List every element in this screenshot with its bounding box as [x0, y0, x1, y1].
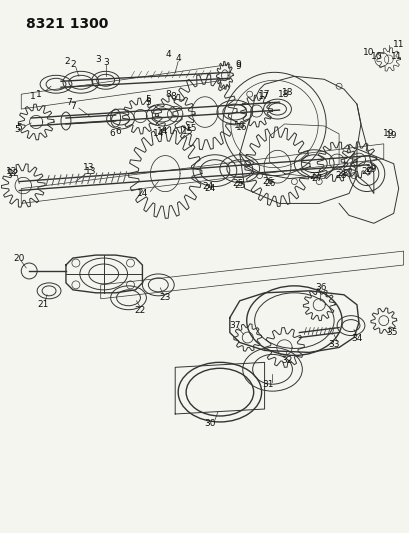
- Text: 13: 13: [83, 163, 94, 172]
- Text: 12: 12: [8, 169, 19, 178]
- Text: 14: 14: [156, 127, 168, 136]
- Text: 8: 8: [170, 92, 175, 101]
- Text: 11: 11: [390, 52, 402, 61]
- Text: 12: 12: [6, 167, 17, 176]
- Text: 35: 35: [385, 328, 396, 337]
- Text: 8: 8: [165, 90, 171, 99]
- Text: 10: 10: [370, 52, 382, 61]
- Text: 7: 7: [70, 102, 76, 110]
- Text: 2: 2: [64, 57, 70, 66]
- Text: 16: 16: [236, 124, 247, 132]
- Text: 33: 33: [328, 340, 339, 349]
- Text: 1: 1: [36, 90, 42, 99]
- Text: 15: 15: [182, 127, 193, 136]
- Text: 13: 13: [85, 167, 96, 176]
- Text: 28: 28: [335, 171, 346, 180]
- Text: 5: 5: [145, 98, 151, 107]
- Text: 10: 10: [362, 48, 374, 57]
- Text: 25: 25: [231, 179, 243, 188]
- Text: 21: 21: [37, 300, 49, 309]
- Text: 1: 1: [30, 92, 36, 101]
- Text: 3: 3: [103, 58, 108, 67]
- Text: 24: 24: [202, 182, 213, 191]
- Text: 7: 7: [66, 98, 72, 107]
- Text: 14: 14: [137, 189, 148, 198]
- Text: 26: 26: [261, 177, 272, 186]
- Text: 6: 6: [110, 130, 115, 139]
- Text: 16: 16: [234, 122, 245, 131]
- Text: 25: 25: [234, 181, 245, 190]
- Text: 29: 29: [364, 165, 375, 174]
- Text: 36: 36: [315, 284, 326, 293]
- Text: 5: 5: [145, 95, 151, 103]
- Text: 14: 14: [152, 130, 164, 139]
- Text: 4: 4: [165, 50, 171, 59]
- Text: 27: 27: [309, 172, 320, 181]
- Text: 17: 17: [257, 92, 269, 101]
- Text: 37: 37: [229, 321, 240, 330]
- Text: 4: 4: [175, 54, 180, 63]
- Text: 24: 24: [204, 184, 215, 193]
- Text: 28: 28: [337, 169, 348, 178]
- Text: 18: 18: [277, 90, 288, 99]
- Text: 2: 2: [70, 60, 76, 69]
- Text: 30: 30: [204, 419, 215, 429]
- Text: 31: 31: [261, 379, 273, 389]
- Text: 20: 20: [13, 254, 25, 263]
- Text: 19: 19: [382, 130, 393, 139]
- Text: 27: 27: [311, 174, 322, 183]
- Text: 32: 32: [281, 356, 292, 365]
- Text: 34: 34: [351, 334, 362, 343]
- Text: 11: 11: [392, 40, 403, 49]
- Text: 26: 26: [263, 179, 274, 188]
- Text: 5: 5: [16, 124, 22, 132]
- Text: 8321 1300: 8321 1300: [26, 17, 108, 31]
- Text: 19: 19: [385, 132, 396, 140]
- Text: 15: 15: [186, 124, 198, 133]
- Text: 9: 9: [234, 62, 240, 71]
- Text: 23: 23: [159, 293, 171, 302]
- Text: 29: 29: [360, 167, 372, 176]
- Text: 18: 18: [281, 88, 292, 96]
- Text: 22: 22: [135, 306, 146, 315]
- Text: 6: 6: [115, 127, 121, 136]
- Text: 3: 3: [94, 55, 100, 64]
- Text: 17: 17: [258, 90, 270, 99]
- Text: 5: 5: [14, 125, 20, 134]
- Text: 9: 9: [234, 60, 240, 69]
